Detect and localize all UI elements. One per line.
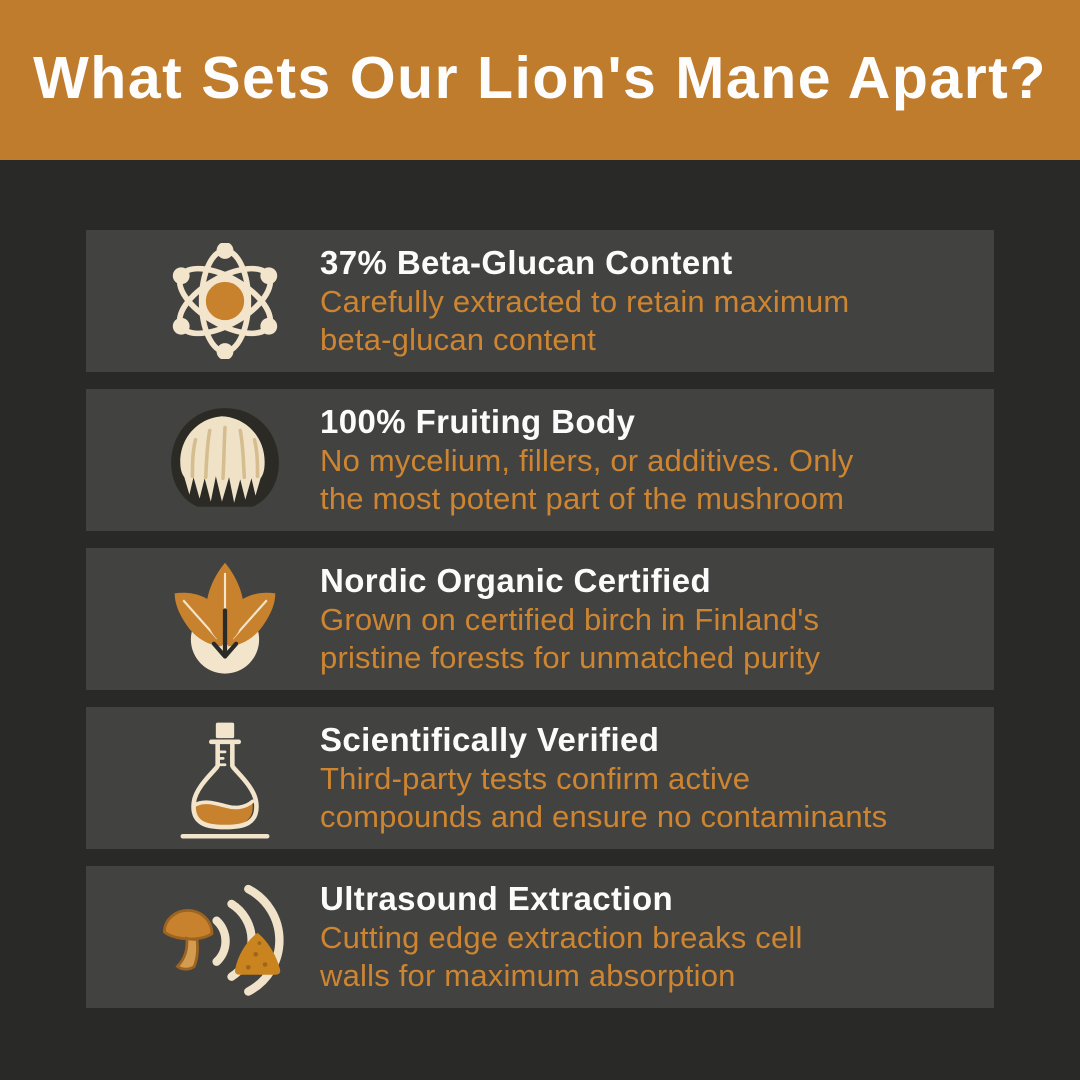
card-description-line-2: walls for maximum absorption [320,958,736,993]
flask-icon [180,722,270,839]
card-description-line-2: pristine forests for unmatched purity [320,640,821,675]
card-description-line-1: Third-party tests confirm active [320,761,751,796]
leaves-icon [174,562,276,674]
card-icon-box [150,712,300,844]
card-description-line-2: compounds and ensure no contaminants [320,799,888,834]
card-text: Ultrasound Extraction Cutting edge extra… [320,879,803,995]
card-text: Scientifically Verified Third-party test… [320,720,887,836]
card-title: Ultrasound Extraction [320,880,674,917]
card-icon-box [150,871,300,1003]
card-icon-box [150,394,300,526]
card-description-line-2: the most potent part of the mushroom [320,481,845,516]
card-description-line-1: Carefully extracted to retain maximum [320,284,850,319]
card-description-line-2: beta-glucan content [320,322,597,357]
card-text: Nordic Organic Certified Grown on certif… [320,561,820,677]
page-title: What Sets Our Lion's Mane Apart? [33,45,1047,111]
card-description-line-1: Cutting edge extraction breaks cell [320,920,803,955]
card-description-line-1: Grown on certified birch in Finland's [320,602,820,637]
feature-card-ultrasound: Ultrasound Extraction Cutting edge extra… [86,866,994,1008]
card-title: Nordic Organic Certified [320,562,712,599]
card-title: Scientifically Verified [320,721,660,758]
card-description-line-1: No mycelium, fillers, or additives. Only [320,443,854,478]
feature-card-organic: Nordic Organic Certified Grown on certif… [86,548,994,690]
card-text: 37% Beta-Glucan Content Carefully extrac… [320,243,849,359]
feature-card-beta-glucan: 37% Beta-Glucan Content Carefully extrac… [86,230,994,372]
card-title: 37% Beta-Glucan Content [320,244,733,281]
lions-mane-mushroom-icon [171,408,279,507]
header-banner: What Sets Our Lion's Mane Apart? [0,0,1080,160]
feature-card-verified: Scientifically Verified Third-party test… [86,707,994,849]
feature-list: 37% Beta-Glucan Content Carefully extrac… [86,230,994,1008]
card-text: 100% Fruiting Body No mycelium, fillers,… [320,402,853,518]
card-icon-box [150,553,300,685]
feature-card-fruiting-body: 100% Fruiting Body No mycelium, fillers,… [86,389,994,531]
atom-icon [172,243,278,359]
card-icon-box [150,235,300,367]
card-title: 100% Fruiting Body [320,403,636,440]
ultrasound-icon [163,884,284,996]
